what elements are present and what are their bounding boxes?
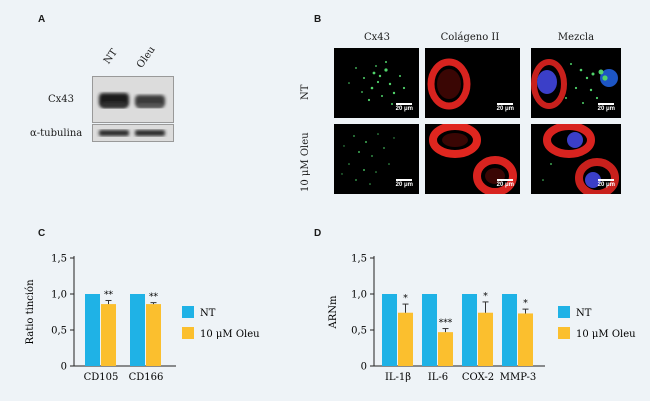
bar-oleu <box>438 332 453 366</box>
legend-label: 10 μM Oleu <box>576 329 636 340</box>
significance-marker: * <box>403 294 408 304</box>
cx43-bands <box>99 93 165 108</box>
scale-bar: 20 μm <box>497 179 514 188</box>
legend-swatch <box>182 327 194 339</box>
scale-bar: 20 μm <box>396 103 413 112</box>
legend-label: 10 μM Oleu <box>200 329 260 340</box>
y-tick-label: 1,5 <box>51 254 67 265</box>
micrograph-oleu-cx43: 20 μm <box>334 124 419 194</box>
green-dots-nt <box>348 61 406 105</box>
bar-oleu <box>146 304 161 366</box>
significance-marker: *** <box>439 319 453 329</box>
y-tick-label: 0,5 <box>351 326 367 337</box>
micrograph-nt-cx43: 20 μm <box>334 48 419 118</box>
panel-a-label: A <box>38 14 46 25</box>
row-label-tubulin: α-tubulina <box>30 128 83 139</box>
column-label-colageno: Colágeno II <box>440 32 500 43</box>
red-cell-nt <box>427 58 471 110</box>
micro-row-label-nt: NT <box>300 84 311 100</box>
scale-bar: 20 μm <box>598 179 615 188</box>
bar-oleu <box>518 313 533 366</box>
scale-bar: 20 μm <box>396 179 413 188</box>
column-label-mezcla: Mezcla <box>557 32 595 43</box>
significance-marker: ** <box>149 293 159 303</box>
y-axis-label: Ratio tinción <box>25 279 36 345</box>
scale-bar: 20 μm <box>497 103 514 112</box>
bar-nt <box>85 294 100 366</box>
x-tick-label: CD166 <box>129 372 164 383</box>
significance-marker: * <box>483 292 488 302</box>
bar-nt <box>422 294 437 366</box>
bar-oleu <box>101 304 116 366</box>
scale-bar: 20 μm <box>598 103 615 112</box>
micrograph-oleu-collagen: 20 μm <box>425 124 520 194</box>
lane-label-nt: NT <box>102 47 120 67</box>
legend-label: NT <box>576 308 592 319</box>
bar-nt <box>382 294 397 366</box>
micrograph-oleu-merge: 20 μm <box>531 124 621 194</box>
micrograph-nt-collagen: 20 μm <box>425 48 520 118</box>
merge-cell-nt <box>531 59 618 109</box>
bar-nt <box>502 294 517 366</box>
column-label-cx43: Cx43 <box>363 32 390 43</box>
x-tick-label: IL-6 <box>428 372 448 383</box>
legend-swatch <box>182 306 194 318</box>
y-tick-label: 1,0 <box>51 290 67 301</box>
merge-cells-oleu <box>542 124 619 194</box>
y-tick-label: 1,0 <box>351 290 367 301</box>
legend-label: NT <box>200 308 216 319</box>
y-axis-label: ARNm <box>328 295 339 330</box>
significance-marker: * <box>523 299 528 309</box>
western-blot-tubulin <box>92 124 174 142</box>
chart-d: 0 0,5 1,0 1,5 ARNm * IL-1β *** IL-6 * COX-2 * MMP-3 N… <box>328 254 636 384</box>
bar-oleu <box>478 312 493 366</box>
x-tick-label: IL-1β <box>385 372 411 383</box>
significance-marker: ** <box>104 290 114 300</box>
lane-label-oleu: Oleu <box>135 44 158 71</box>
y-tick-label: 1,5 <box>351 254 367 265</box>
x-tick-label: COX-2 <box>462 372 494 383</box>
micro-row-label-oleu: 10 μM Oleu <box>300 132 311 192</box>
x-tick-label: MMP-3 <box>500 372 536 383</box>
panel-d-label: D <box>314 228 322 239</box>
chart-c: 0 0,5 1,0 1,5 Ratio tinción ** CD105 ** CD166 NT 1… <box>25 254 260 384</box>
western-blot-cx43 <box>92 76 174 123</box>
legend-swatch <box>558 327 570 339</box>
bar-nt <box>130 294 145 366</box>
micrograph-nt-merge: 20 μm <box>531 48 621 118</box>
y-tick-label: 0 <box>61 362 67 373</box>
x-tick-label: CD105 <box>84 372 119 383</box>
tubulin-bands <box>99 130 165 136</box>
green-dots-oleu <box>341 133 395 185</box>
y-tick-label: 0,5 <box>51 326 67 337</box>
legend-swatch <box>558 306 570 318</box>
bar-nt <box>462 294 477 366</box>
y-tick-label: 0 <box>361 362 367 373</box>
panel-b-label: B <box>314 14 322 25</box>
bar-oleu <box>398 312 413 366</box>
red-cells-oleu <box>429 124 517 194</box>
row-label-cx43: Cx43 <box>48 94 75 105</box>
panel-c-label: C <box>38 228 46 239</box>
